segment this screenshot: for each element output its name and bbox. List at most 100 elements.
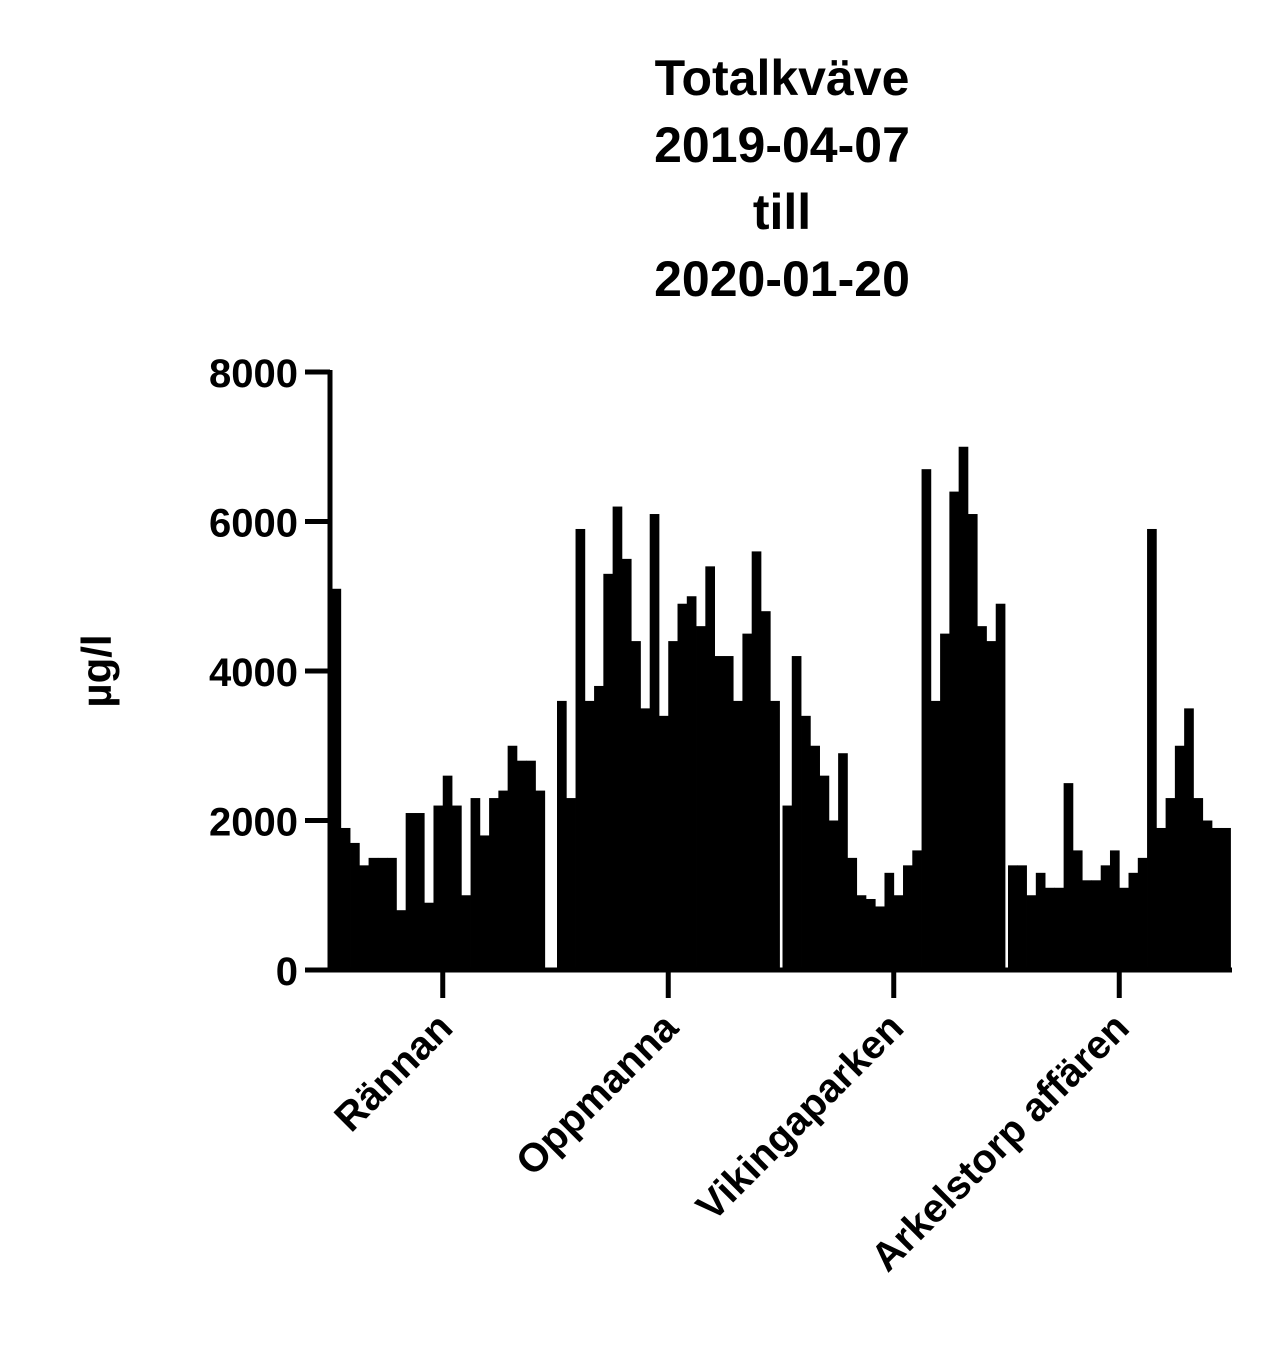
y-tick-label: 6000 (209, 502, 298, 546)
bar (566, 798, 576, 970)
bar (810, 745, 820, 970)
bar (782, 805, 793, 970)
y-tick-label: 4000 (209, 651, 298, 695)
bar (1008, 865, 1018, 970)
bar (1184, 708, 1194, 970)
bar (1147, 528, 1157, 970)
chart-title: 2020-01-20 (654, 251, 910, 307)
bar (893, 895, 904, 970)
bar (903, 865, 913, 970)
bar (1137, 857, 1148, 970)
bar (949, 491, 960, 970)
bar (1091, 880, 1102, 970)
bar (424, 902, 434, 970)
bar (377, 857, 388, 970)
bar (1211, 827, 1222, 970)
y-tick-label: 0 (276, 950, 298, 994)
bar (340, 827, 351, 970)
bar (1072, 850, 1083, 970)
bar (649, 514, 660, 970)
bar (1063, 783, 1074, 970)
bar (958, 446, 969, 970)
bar (686, 596, 697, 970)
bar (489, 798, 499, 970)
bar (535, 790, 546, 970)
bar (723, 656, 734, 970)
bar (884, 872, 895, 970)
bar (967, 514, 978, 970)
bar (594, 685, 604, 970)
bar (1045, 887, 1055, 970)
bar (603, 573, 614, 970)
bar (995, 603, 1006, 970)
bar (696, 626, 706, 970)
bar (921, 469, 932, 970)
bar (819, 775, 830, 970)
y-tick-label: 2000 (209, 801, 298, 845)
bar (977, 626, 987, 970)
bar (507, 745, 518, 970)
bar (621, 558, 632, 970)
bar (1035, 872, 1046, 970)
bar (1082, 880, 1092, 970)
bar (1054, 887, 1065, 970)
bar (760, 611, 771, 970)
bar (742, 633, 753, 970)
bar (368, 857, 379, 970)
y-axis-label: µg/l (73, 634, 120, 707)
chart-title: 2019-04-07 (654, 117, 910, 173)
bar (1119, 887, 1129, 970)
bar (838, 753, 848, 970)
bar (516, 760, 527, 970)
bar (396, 910, 407, 970)
x-tick-label: Arkelstorp affären (863, 1005, 1138, 1280)
chart-title: Totalkväve (655, 50, 910, 106)
bar (1221, 827, 1231, 970)
x-tick-label: Vikingaparken (688, 1005, 912, 1229)
bar (733, 700, 743, 970)
bar (640, 708, 651, 970)
bar (677, 603, 688, 970)
bar (331, 588, 342, 970)
bar (847, 857, 858, 970)
bar (940, 633, 950, 970)
bar (865, 898, 876, 970)
bar (612, 506, 623, 970)
bar (498, 790, 509, 970)
bar (461, 895, 471, 970)
bar (631, 641, 641, 970)
bar (912, 850, 922, 970)
bar (442, 775, 453, 970)
bar (1156, 827, 1167, 970)
x-tick-label: Rännan (326, 1005, 461, 1140)
bar (387, 857, 397, 970)
bar (791, 656, 802, 970)
bar (470, 798, 481, 970)
bar (1174, 745, 1185, 970)
bar (1128, 872, 1139, 970)
bar (986, 641, 997, 970)
bar (359, 865, 369, 970)
bar (1017, 865, 1027, 970)
bar (414, 813, 425, 970)
bar (350, 842, 360, 970)
bar (770, 700, 780, 970)
bar (405, 813, 416, 970)
bar (479, 835, 490, 970)
bar (930, 700, 941, 970)
bar (557, 700, 567, 970)
bar (1026, 895, 1037, 970)
bar (875, 906, 885, 970)
bar (575, 528, 586, 970)
bar (452, 805, 462, 970)
x-tick-label: Oppmanna (508, 1005, 687, 1184)
bar (584, 700, 595, 970)
bar (526, 760, 536, 970)
bar (856, 895, 867, 970)
y-tick-label: 8000 (209, 352, 298, 396)
bar (751, 551, 762, 970)
bar (1109, 850, 1120, 970)
chart-title: till (753, 184, 811, 240)
bar (1165, 798, 1176, 970)
